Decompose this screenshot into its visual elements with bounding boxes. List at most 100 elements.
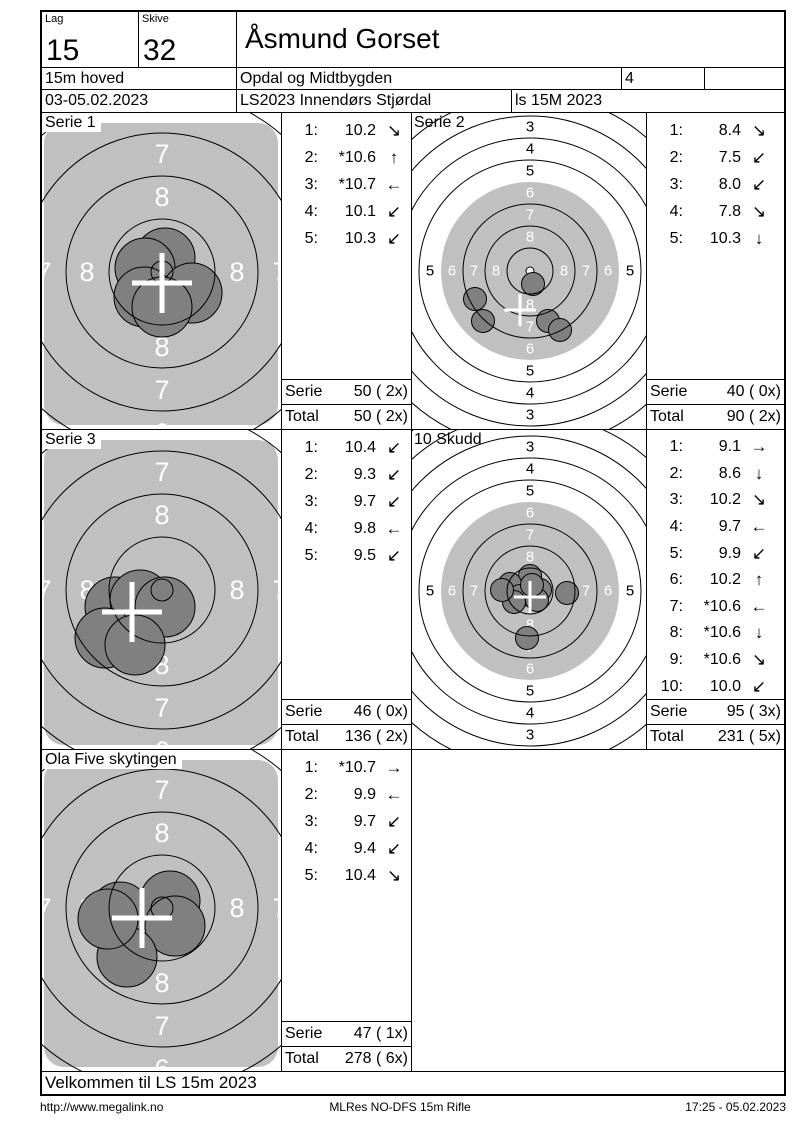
panel-title: 10 Skudd [414,431,482,448]
shot-score-row: 5: 9.9 ↙ [647,540,784,567]
shot-score-row: 4: 9.4 ↙ [282,835,411,862]
skive-label: Skive [142,13,169,25]
shot-number: 3: [304,175,318,193]
shot-score-row: 5: 10.4 ↘ [282,862,411,889]
total-sum-label: Total [285,1050,319,1067]
shot-score-row: 3: *10.7 ← [282,171,411,198]
shot-score-row: 1: *10.7 → [282,754,411,781]
shot-value: 9.8 [353,519,376,537]
shot-hole [144,895,206,957]
total-sum-label: Total [650,408,684,425]
shot-hole [463,287,487,311]
shot-score-row: 1: 10.2 ↘ [282,117,411,144]
target-serie-3: 6788767887Serie 3 [42,430,282,750]
ring-circle [462,523,598,659]
ring-number: 8 [526,297,534,314]
shot-number: 2: [669,148,683,166]
shot-number: 5: [304,866,318,884]
ring-number: 8 [154,182,169,212]
serie-sum-value: 46 ( 0x) [353,703,408,720]
ring-number: 5 [526,163,534,180]
serie-sum-value: 50 ( 2x) [353,383,408,400]
ring-number: 7 [272,893,281,923]
ring-number: 8 [526,549,534,566]
lag-label: Lag [45,13,64,25]
footer-timestamp: 17:25 - 05.02.2023 [685,1100,786,1114]
shot-direction-arrow-icon: ↘ [751,650,767,670]
ring-number: 7 [154,775,169,805]
event-name-2: ls 15M 2023 [515,92,603,109]
ring-number: 3 [526,407,534,424]
shot-value: *10.6 [703,597,741,615]
ring-number: 5 [526,483,534,500]
mpi-cross-vertical [159,253,165,313]
ring-number: 7 [154,1011,169,1041]
shot-direction-arrow-icon: ↘ [386,865,402,885]
shot-hole [515,626,539,650]
serie-sum-value: 47 ( 1x) [353,1025,408,1042]
shot-value: 9.9 [353,785,376,803]
shot-score-row: 9: *10.6 ↘ [647,647,784,674]
total-sum-value: 278 ( 6x) [344,1050,408,1067]
target-serie-2: 3 4 5 6 7 8 8 7 6 5 4 3 5 6 7 8 8 7 6 5 Serie 2 [412,113,647,430]
ring-circle [418,479,642,703]
shot-direction-arrow-icon: ↙ [386,464,402,484]
mpi-cross-vertical [129,582,135,642]
ring-number: 7 [526,319,534,336]
ring-number: 6 [448,263,456,280]
scores-ola-five: 1: *10.7 → 2: 9.9 ← 3: 9.7 ↙ 4: 9.4 ↙ 5: 10.4 ↘ Serie 47… [282,750,412,1072]
serie-sum: Serie 47 ( 1x) [282,1021,411,1046]
shot-value: 9.7 [718,518,741,536]
event2-cell: ls 15M 2023 [512,90,784,113]
shot-score-row: 3: 9.7 ↙ [282,488,411,515]
ring-number: 7 [526,207,534,224]
serie-sum-label: Serie [285,383,323,400]
ring-number: 8 [154,818,169,848]
ring-number: 6 [526,505,534,522]
serie-sum: Serie 46 ( 0x) [282,699,411,724]
ring-circle [108,854,216,962]
shot-number: 4: [669,518,683,536]
serie-sum-value: 95 ( 3x) [726,703,781,720]
panel-title: Serie 3 [44,430,101,449]
shot-number: 1: [304,438,318,456]
shot-score-row: 2: 7.5 ↙ [647,144,784,171]
shot-score-row: 2: *10.6 ↑ [282,144,411,171]
ring-number: 5 [526,363,534,380]
event-name: LS2023 Innendørs Stjørdal [240,92,432,109]
shot-value: 10.4 [344,866,376,884]
ring-number: 7 [42,893,52,923]
ring-number: 8 [229,893,244,923]
club-name: Opdal og Midtbygden [240,70,393,87]
total-sum-value: 90 ( 2x) [726,408,781,425]
serie-sum-label: Serie [650,383,688,400]
shot-score-row: 5: 10.3 ↓ [647,225,784,252]
ring-number: 5 [526,683,534,700]
shot-direction-arrow-icon: ↙ [751,174,767,194]
panel-title: Serie 1 [44,113,101,132]
ring-number: 8 [229,575,244,605]
shot-value: 10.1 [344,202,376,220]
shot-score-row: 4: 7.8 ↘ [647,198,784,225]
target-diagram: 6788767887 [42,430,281,749]
shot-value: 10.0 [709,677,741,695]
scores-serie-2: 1: 8.4 ↘ 2: 7.5 ↙ 3: 8.0 ↙ 4: 7.8 ↘ 5: 10.3 ↓ Serie 40 (… [647,113,784,430]
ring-number: 8 [154,968,169,998]
ring-number: 6 [526,341,534,358]
shot-score-row: 10: 10.0 ↙ [647,673,784,700]
shot-number: 3: [304,492,318,510]
total-sum: Total 278 ( 6x) [282,1046,411,1071]
shot-value: 7.5 [718,148,741,166]
shot-direction-arrow-icon: ↓ [754,623,764,643]
shot-score-row: 7: *10.6 ← [647,594,784,621]
ring-number: 5 [426,263,434,280]
discipline-cell: 15m hoved [42,68,237,90]
shot-hole [471,309,495,333]
shot-score-row: 4: 9.8 ← [282,515,411,542]
shooter-cell: Åsmund Gorset [237,12,784,68]
ring-number: 6 [526,661,534,678]
scores-serie-3: 1: 10.4 ↙ 2: 9.3 ↙ 3: 9.7 ↙ 4: 9.8 ← 5: 9.5 ↙ Serie 46 (… [282,430,412,750]
ring-circle [65,811,259,1005]
shot-direction-arrow-icon: → [750,437,768,457]
total-sum-value: 136 ( 2x) [344,728,408,745]
